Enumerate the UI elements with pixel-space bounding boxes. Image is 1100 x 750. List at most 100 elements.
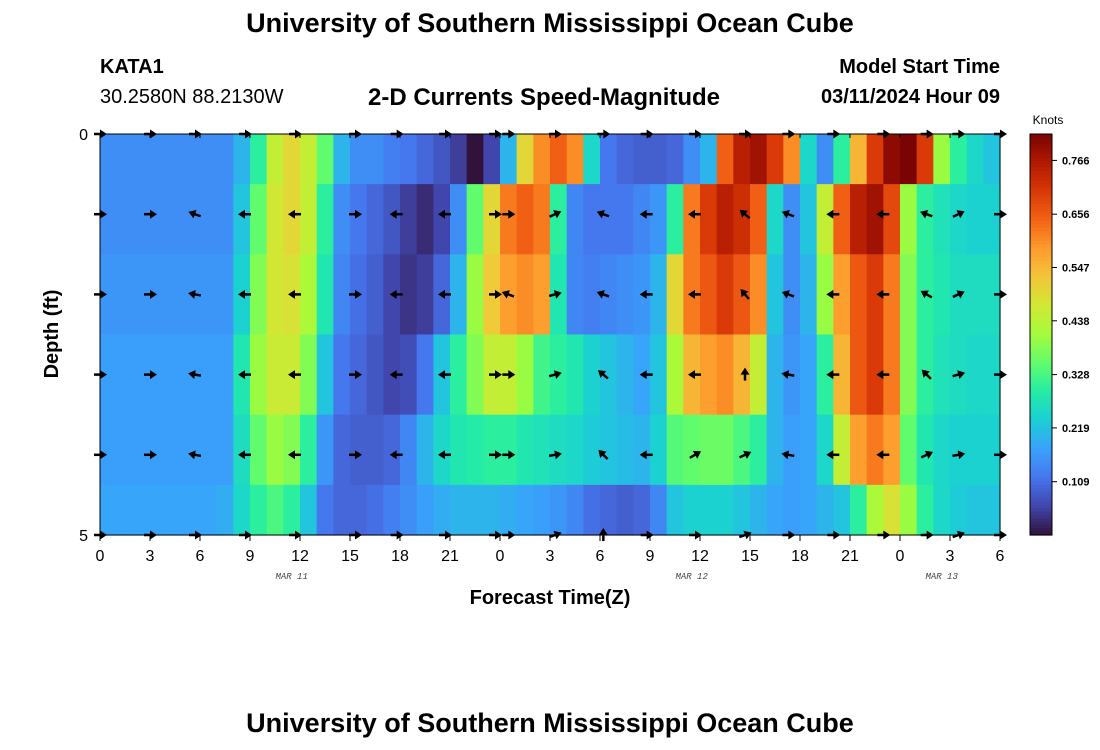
heatmap-cell	[683, 484, 701, 536]
heatmap-cell	[183, 184, 201, 255]
x-tick-label: 3	[546, 548, 555, 565]
heatmap-cell	[216, 484, 234, 536]
heatmap-cell	[883, 134, 901, 185]
heatmap-cell	[883, 484, 901, 536]
current-arrow	[952, 450, 966, 460]
colorbar-swatch	[1030, 374, 1052, 379]
colorbar-swatch	[1030, 418, 1052, 422]
heatmap-cell	[100, 134, 118, 185]
heatmap-cell	[583, 254, 601, 336]
heatmap-cell	[316, 184, 334, 255]
heatmap-cell	[133, 184, 151, 255]
heatmap-cell	[866, 414, 884, 486]
heatmap-cell	[200, 254, 218, 336]
x-tick-label: 0	[896, 548, 905, 565]
heatmap-cell	[983, 334, 1001, 416]
heatmap-cell	[650, 184, 668, 255]
heatmap-cell	[400, 414, 418, 486]
colorbar-swatch	[1030, 134, 1052, 138]
heatmap-cell	[666, 414, 684, 486]
colorbar-swatch	[1030, 250, 1052, 255]
heatmap-cell	[766, 484, 784, 536]
date-label: MAR 12	[675, 572, 708, 582]
current-arrow	[596, 290, 610, 299]
current-arrow	[489, 370, 502, 380]
heatmap-cell	[666, 484, 684, 536]
heatmap-cell	[100, 484, 118, 536]
colorbar-swatch	[1030, 144, 1052, 148]
heatmap-cell	[633, 484, 651, 536]
colorbar-swatch	[1030, 284, 1052, 289]
heatmap-cell	[883, 414, 901, 486]
heatmap-cell	[900, 414, 918, 486]
heatmap-cell	[916, 134, 934, 185]
heatmap-cell	[633, 134, 651, 185]
heatmap-cell	[866, 484, 884, 536]
current-arrow	[952, 290, 965, 299]
colorbar-swatch	[1030, 471, 1052, 476]
heatmap-cell	[783, 134, 801, 185]
heatmap-cell	[616, 254, 634, 336]
heatmap-cell	[983, 134, 1001, 185]
colorbar-swatch	[1030, 314, 1052, 319]
current-arrow	[952, 370, 966, 379]
date-label: MAR 11	[275, 572, 307, 582]
heatmap-cell	[733, 414, 751, 486]
heatmap-cell	[500, 414, 518, 486]
colorbar-swatch	[1030, 504, 1052, 509]
current-arrow	[144, 289, 157, 299]
heatmap-cell	[733, 134, 751, 185]
current-arrow	[349, 289, 362, 299]
colorbar-swatch	[1030, 287, 1052, 292]
colorbar-tick-label: 0.438	[1062, 316, 1090, 328]
heatmap-cell	[916, 484, 934, 536]
current-arrow	[188, 450, 202, 460]
heatmap-cell	[900, 184, 918, 255]
colorbar-swatch	[1030, 311, 1052, 316]
heatmap-cell	[383, 134, 401, 185]
heatmap-cell	[766, 334, 784, 416]
heatmap-cell	[166, 484, 184, 536]
colorbar-swatch	[1030, 371, 1052, 376]
heatmap-cell	[300, 134, 318, 185]
heatmap-cell	[333, 184, 351, 255]
colorbar-swatch	[1030, 424, 1052, 429]
heatmap-cell	[216, 254, 234, 336]
heatmap-cell	[933, 134, 951, 185]
heatmap-cell	[900, 134, 918, 185]
heatmap-cell	[933, 184, 951, 255]
current-arrow	[438, 209, 451, 219]
current-arrow	[548, 450, 562, 460]
heatmap-cell	[583, 334, 601, 416]
heatmap-cell	[100, 334, 118, 416]
heatmap-cell	[850, 484, 868, 536]
current-arrow	[739, 209, 751, 220]
colorbar-swatch	[1030, 501, 1052, 506]
colorbar-swatch	[1030, 227, 1052, 232]
heatmap-cell	[516, 414, 534, 486]
heatmap-cells	[100, 134, 1001, 536]
colorbar-swatch	[1030, 244, 1052, 249]
colorbar-swatch	[1030, 384, 1052, 389]
heatmap-cell	[883, 254, 901, 336]
current-arrow	[781, 290, 795, 299]
current-arrow	[781, 209, 795, 219]
current-arrow	[288, 450, 301, 460]
heatmap-cell	[116, 254, 134, 336]
heatmap-cell	[316, 134, 334, 185]
colorbar-swatch	[1030, 478, 1052, 483]
heatmap-cell	[133, 134, 151, 185]
heatmap-cell	[583, 484, 601, 536]
heatmap-cell	[250, 484, 268, 536]
colorbar-swatch	[1030, 524, 1052, 529]
colorbar-swatch	[1030, 170, 1052, 175]
heatmap-cell	[400, 134, 418, 185]
heatmap-cell	[616, 184, 634, 255]
colorbar-swatch	[1030, 240, 1052, 245]
heatmap-cell	[416, 134, 434, 185]
heatmap-cell	[983, 254, 1001, 336]
colorbar-swatch	[1030, 354, 1052, 359]
heatmap-cell	[516, 484, 534, 536]
heatmap-cell	[516, 184, 534, 255]
heatmap-cell	[333, 414, 351, 486]
